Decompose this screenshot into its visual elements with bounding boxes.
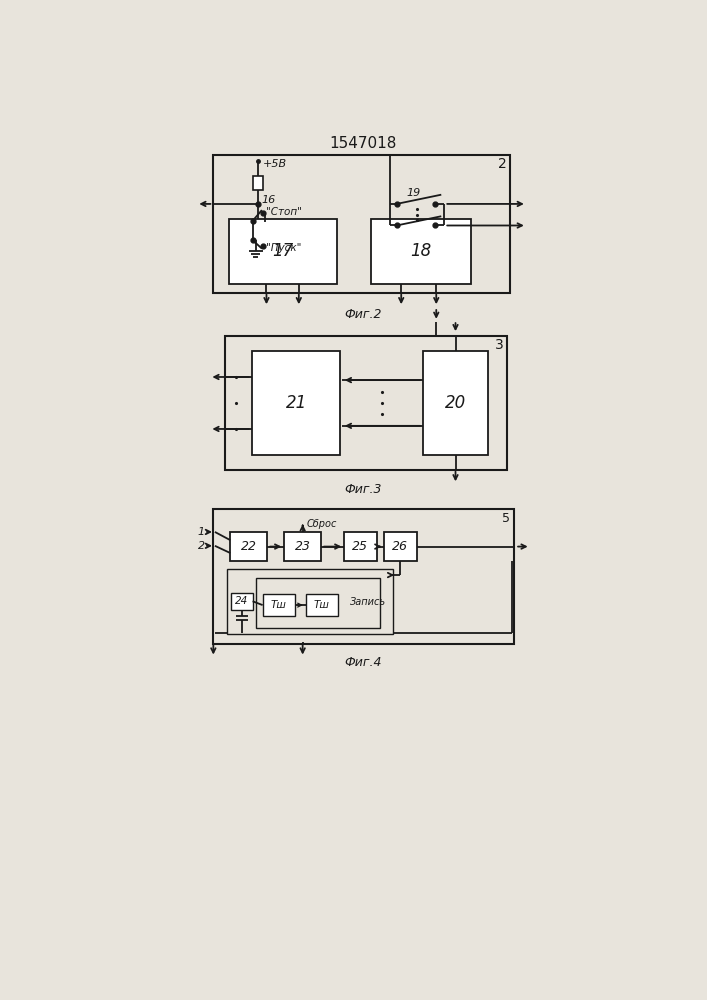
Text: 18: 18	[411, 242, 432, 260]
Text: 24: 24	[235, 596, 248, 606]
Text: 19: 19	[407, 188, 421, 198]
Text: 1: 1	[197, 527, 204, 537]
Text: 22: 22	[241, 540, 257, 553]
Text: 3: 3	[496, 338, 504, 352]
Text: 5: 5	[502, 512, 510, 525]
Text: Фиг.2: Фиг.2	[344, 308, 382, 321]
Text: "Пуск": "Пуск"	[267, 243, 302, 253]
Text: 1547018: 1547018	[329, 136, 397, 151]
Bar	[229, 219, 337, 284]
Bar	[230, 532, 267, 561]
Text: 16: 16	[261, 195, 275, 205]
Bar	[231, 593, 252, 610]
Text: 26: 26	[392, 540, 409, 553]
Bar	[371, 219, 472, 284]
Bar	[214, 509, 514, 644]
Bar	[305, 594, 338, 616]
Bar	[284, 532, 321, 561]
Bar	[385, 532, 416, 561]
Bar	[257, 578, 380, 628]
Bar	[225, 336, 508, 470]
Text: 21: 21	[286, 394, 307, 412]
Text: 17: 17	[272, 242, 293, 260]
Text: Запись: Запись	[350, 597, 386, 607]
Text: Фиг.4: Фиг.4	[344, 656, 382, 669]
Bar	[344, 532, 377, 561]
Text: +5В: +5В	[262, 159, 287, 169]
Text: 23: 23	[295, 540, 310, 553]
Text: 2: 2	[197, 541, 204, 551]
Bar	[252, 351, 340, 455]
Bar	[262, 594, 295, 616]
Bar	[214, 155, 510, 293]
Text: 20: 20	[445, 394, 466, 412]
Text: Сброс: Сброс	[307, 519, 337, 529]
Bar	[423, 351, 489, 455]
Text: 2: 2	[498, 157, 506, 171]
Text: Тш: Тш	[271, 600, 287, 610]
Text: 25: 25	[352, 540, 368, 553]
Text: Тш: Тш	[314, 600, 330, 610]
Text: Фиг.3: Фиг.3	[344, 483, 382, 496]
Bar	[253, 176, 262, 190]
Bar	[227, 569, 393, 634]
Text: "Стоп": "Стоп"	[267, 207, 303, 217]
